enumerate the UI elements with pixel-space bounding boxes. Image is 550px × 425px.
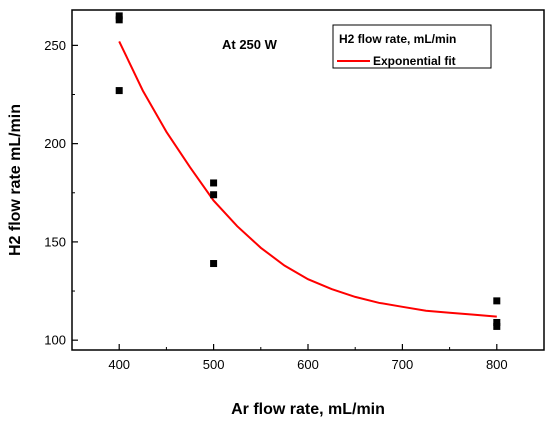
y-tick-label: 250 <box>44 38 66 53</box>
x-tick-label: 800 <box>486 357 508 372</box>
y-tick-label: 150 <box>44 234 66 249</box>
data-point <box>210 179 218 187</box>
data-point <box>210 191 218 199</box>
data-point <box>210 260 218 268</box>
legend: H2 flow rate, mL/min Exponential fit <box>332 24 492 69</box>
legend-label-fit: Exponential fit <box>373 54 456 68</box>
annotation-text: At 250 W <box>222 37 278 52</box>
x-tick-label: 500 <box>203 357 225 372</box>
x-tick-label: 400 <box>108 357 130 372</box>
points-layer <box>115 12 501 330</box>
axis-ticks: 400 500 600 700 800 100 150 200 250 <box>44 38 545 372</box>
fit-line-layer <box>118 40 497 318</box>
data-point <box>115 16 123 24</box>
data-point <box>493 318 501 326</box>
y-tick-label: 200 <box>44 136 66 151</box>
data-point <box>115 87 123 95</box>
data-point <box>493 297 501 305</box>
legend-label-scatter: H2 flow rate, mL/min <box>339 32 456 46</box>
y-axis-title: H2 flow rate mL/min <box>7 104 24 256</box>
data-point <box>115 12 123 20</box>
x-axis-title: Ar flow rate, mL/min <box>231 401 385 418</box>
x-tick-label: 600 <box>297 357 319 372</box>
x-tick-label: 700 <box>392 357 414 372</box>
fit-curve <box>118 40 497 318</box>
data-point <box>493 322 501 330</box>
y-tick-label: 100 <box>44 333 66 348</box>
